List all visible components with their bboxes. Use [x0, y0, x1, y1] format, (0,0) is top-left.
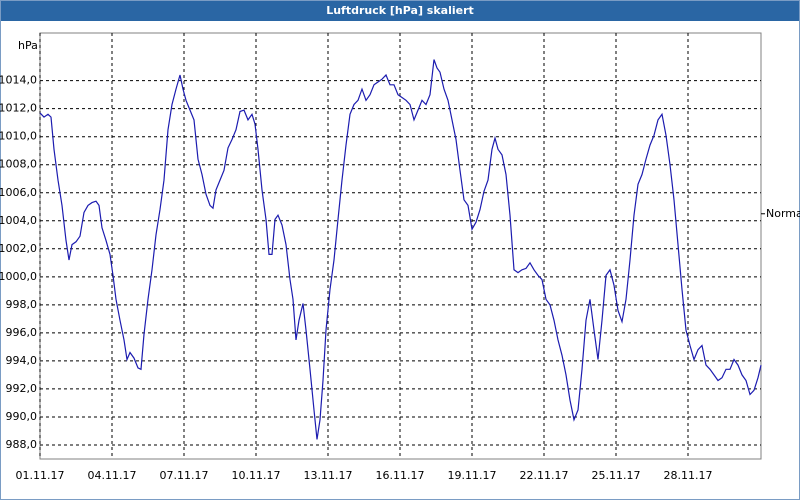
y-tick-label: 1008,0 [0, 158, 37, 171]
annotation: Normal [766, 207, 800, 220]
y-tick-label: 1010,0 [0, 130, 37, 143]
x-tick-label: 16.11.17 [376, 469, 425, 482]
y-tick-label: 994,0 [6, 354, 38, 367]
line-series [39, 59, 762, 440]
y-tick-label: 1012,0 [0, 102, 37, 115]
y-tick-label: 1006,0 [0, 186, 37, 199]
x-tick-label: 25.11.17 [592, 469, 641, 482]
y-tick-label: 988,0 [6, 438, 38, 451]
title-bar [0, 0, 800, 21]
chart-title: Luftdruck [hPa] skaliert [326, 4, 474, 17]
x-tick-label: 01.11.17 [16, 469, 65, 482]
x-tick-label: 19.11.17 [448, 469, 497, 482]
y-tick-label: 1002,0 [0, 242, 37, 255]
y-tick-label: 1000,0 [0, 270, 37, 283]
y-tick-label: 1004,0 [0, 214, 37, 227]
y-tick-label: 990,0 [6, 410, 38, 423]
y-tick-label: 998,0 [6, 298, 38, 311]
x-tick-label: 07.11.17 [160, 469, 209, 482]
y-axis-label: hPa [18, 39, 38, 52]
x-tick-label: 10.11.17 [232, 469, 281, 482]
y-tick-label: 992,0 [6, 382, 38, 395]
x-tick-label: 04.11.17 [88, 469, 137, 482]
x-tick-label: 22.11.17 [520, 469, 569, 482]
y-tick-label: 1014,0 [0, 74, 37, 87]
x-tick-label: 13.11.17 [304, 469, 353, 482]
y-tick-label: 996,0 [6, 326, 38, 339]
x-tick-label: 28.11.17 [664, 469, 713, 482]
